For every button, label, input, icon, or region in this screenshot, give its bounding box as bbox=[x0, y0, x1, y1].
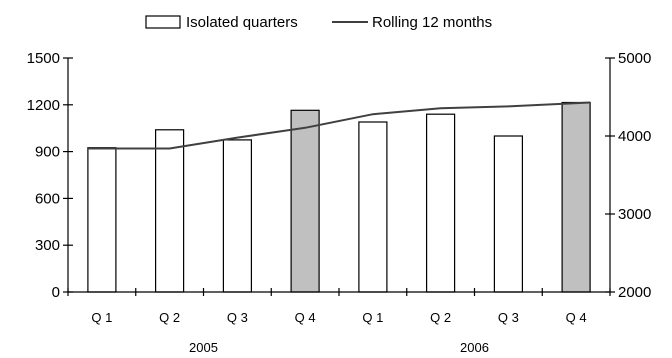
y-left-tick-label: 0 bbox=[52, 284, 60, 301]
bar bbox=[155, 129, 185, 293]
x-tick-label: Q 4 bbox=[566, 310, 587, 325]
x-tick-label: Q 1 bbox=[362, 310, 383, 325]
y-right-tick-label: 5000 bbox=[618, 50, 651, 67]
x-group-label: 2005 bbox=[189, 340, 218, 355]
legend-bar-swatch bbox=[145, 15, 181, 29]
legend-line-label: Rolling 12 months bbox=[372, 14, 492, 31]
y-right-tick-label: 2000 bbox=[618, 284, 651, 301]
y-left-tick-label: 600 bbox=[35, 190, 60, 207]
x-tick-label: Q 1 bbox=[91, 310, 112, 325]
bar bbox=[290, 109, 320, 293]
series-line-rolling bbox=[87, 101, 591, 150]
legend: Isolated quarters Rolling 12 months bbox=[145, 14, 492, 31]
x-tick-label: Q 4 bbox=[295, 310, 316, 325]
x-tick-label: Q 2 bbox=[159, 310, 180, 325]
bar bbox=[358, 121, 388, 293]
y-left-tick-label: 1500 bbox=[27, 50, 60, 67]
y-left-tick-label: 900 bbox=[35, 144, 60, 161]
x-tick-label: Q 3 bbox=[498, 310, 519, 325]
plot-area: 0 300 600 900 1200 1500 2000 3000 4000 5000 Q 1 Q 2… bbox=[27, 50, 652, 355]
y-left-tick-label: 1200 bbox=[27, 97, 60, 114]
bar bbox=[87, 147, 117, 293]
bar bbox=[561, 101, 591, 293]
legend-bar-label: Isolated quarters bbox=[186, 14, 298, 31]
y-left-tick-label: 300 bbox=[35, 237, 60, 254]
x-tick-label: Q 2 bbox=[430, 310, 451, 325]
bar bbox=[493, 135, 523, 293]
bar bbox=[222, 139, 252, 293]
bar bbox=[426, 113, 456, 293]
y-right-tick-label: 4000 bbox=[618, 128, 651, 145]
x-tick-label: Q 3 bbox=[227, 310, 248, 325]
y-right-tick-label: 3000 bbox=[618, 206, 651, 223]
x-group-label: 2006 bbox=[460, 340, 489, 355]
